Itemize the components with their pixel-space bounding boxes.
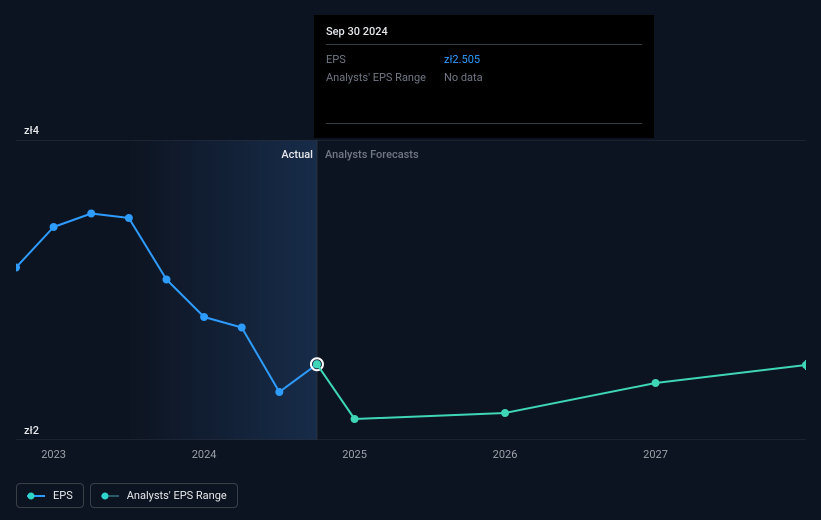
x-tick-label: 2024 (192, 448, 217, 461)
x-tick-label: 2027 (643, 448, 668, 461)
tooltip-date: Sep 30 2024 (326, 25, 642, 45)
tooltip-value: No data (444, 69, 483, 87)
legend-item[interactable]: Analysts' EPS Range (90, 483, 238, 508)
chart-plot-area (16, 140, 806, 440)
x-axis-labels: 2023 2024 2025 2026 2027 (16, 448, 806, 464)
legend-label: Analysts' EPS Range (127, 489, 227, 502)
chart-tooltip: Sep 30 2024 EPSzł2.505Analysts' EPS Rang… (314, 15, 654, 138)
chart-legend: EPS Analysts' EPS Range (16, 483, 238, 508)
section-label-actual: Actual (281, 148, 313, 161)
tooltip-row: EPSzł2.505 (326, 51, 642, 69)
x-tick-label: 2026 (493, 448, 518, 461)
y-tick-label-top: zł4 (24, 124, 39, 137)
chart-svg[interactable] (16, 140, 806, 440)
section-label-forecast: Analysts Forecasts (325, 148, 419, 161)
legend-item[interactable]: EPS (16, 483, 84, 508)
tooltip-divider (326, 123, 642, 124)
x-tick-label: 2023 (41, 448, 66, 461)
tooltip-key: Analysts' EPS Range (326, 69, 444, 87)
x-tick-label: 2025 (342, 448, 367, 461)
tooltip-row: Analysts' EPS RangeNo data (326, 69, 642, 87)
tooltip-key: EPS (326, 51, 444, 69)
legend-swatch-icon (101, 492, 119, 500)
legend-swatch-icon (27, 492, 45, 500)
tooltip-value: zł2.505 (444, 51, 480, 69)
legend-label: EPS (53, 489, 73, 502)
